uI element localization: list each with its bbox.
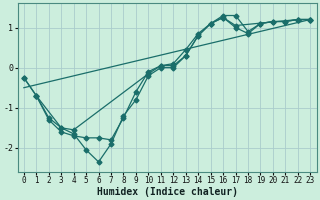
X-axis label: Humidex (Indice chaleur): Humidex (Indice chaleur) <box>97 186 237 197</box>
